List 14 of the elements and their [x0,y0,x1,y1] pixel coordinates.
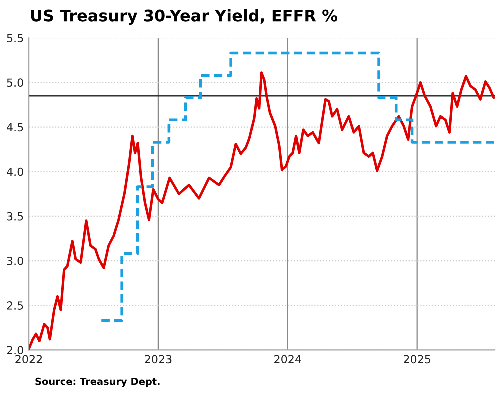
x-tick-label: 2025 [404,355,430,364]
y-tick-label: 2.0 [7,346,24,355]
y-tick-label: 5.5 [7,34,24,42]
chart-title: US Treasury 30-Year Yield, EFFR % [31,9,338,26]
y-tick-label: 2.5 [7,302,24,310]
y-tick-label: 4.5 [7,123,24,132]
x-tick-label: 2023 [145,355,172,364]
y-tick-label: 3.5 [7,212,24,221]
x-tick-label: 2022 [16,355,42,364]
source-note: Source: Treasury Dept. [36,378,160,388]
x-tick-label: 2024 [274,355,302,364]
y-tick-label: 3.0 [7,256,24,266]
y-tick-label: 4.0 [7,168,24,176]
y-tick-label: 5.0 [7,78,24,88]
